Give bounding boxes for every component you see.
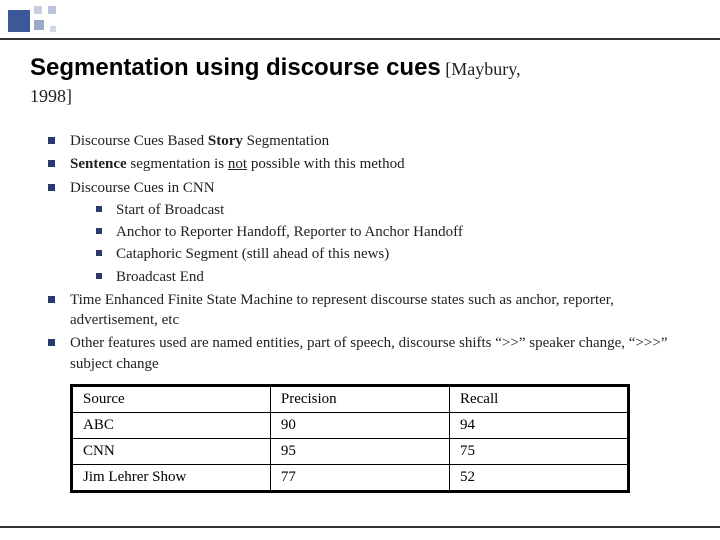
bottom-rule <box>0 526 720 528</box>
results-table: Source Precision Recall ABC 90 94 CNN 95… <box>70 384 630 493</box>
bullet-bold: Story <box>208 133 243 149</box>
bullet-text: Discourse Cues in CNN <box>70 180 215 196</box>
bullet-text: possible with this method <box>247 156 405 172</box>
table-header: Source <box>72 385 271 412</box>
bullet-text: Start of Broadcast <box>116 202 224 218</box>
bullet-item: Discourse Cues Based Story Segmentation <box>48 131 690 151</box>
bullet-text: Segmentation <box>243 133 329 149</box>
sub-bullet-list: Start of Broadcast Anchor to Reporter Ha… <box>96 200 690 287</box>
bullet-item: Sentence segmentation is not possible wi… <box>48 154 690 174</box>
table-cell: 52 <box>449 464 628 491</box>
table-cell: Jim Lehrer Show <box>72 464 271 491</box>
table-header: Recall <box>449 385 628 412</box>
table-cell: 75 <box>449 438 628 464</box>
bullet-text: Anchor to Reporter Handoff, Reporter to … <box>116 224 463 240</box>
table-cell: 90 <box>270 412 449 438</box>
title-main: Segmentation using discourse cues <box>30 54 441 81</box>
title-year: 1998] <box>30 86 690 107</box>
title-citation: [Maybury, <box>441 59 521 79</box>
sub-bullet-item: Broadcast End <box>96 267 690 287</box>
bullet-text: Discourse Cues Based <box>70 133 208 149</box>
slide-content: Segmentation using discourse cues [Maybu… <box>30 54 690 493</box>
bullet-item: Discourse Cues in CNN Start of Broadcast… <box>48 178 690 287</box>
bullet-item: Time Enhanced Finite State Machine to re… <box>48 290 690 331</box>
table-cell: 95 <box>270 438 449 464</box>
table-row: CNN 95 75 <box>72 438 629 464</box>
table-cell: ABC <box>72 412 271 438</box>
bullet-list: Discourse Cues Based Story Segmentation … <box>48 131 690 374</box>
bullet-bold: Sentence <box>70 156 127 172</box>
bullet-text: segmentation is <box>127 156 228 172</box>
table-row: ABC 90 94 <box>72 412 629 438</box>
bullet-underline: not <box>228 156 247 172</box>
bullet-text: Broadcast End <box>116 269 204 285</box>
table-header: Precision <box>270 385 449 412</box>
table-header-row: Source Precision Recall <box>72 385 629 412</box>
sub-bullet-item: Cataphoric Segment (still ahead of this … <box>96 244 690 264</box>
bullet-item: Other features used are named entities, … <box>48 333 690 374</box>
sub-bullet-item: Anchor to Reporter Handoff, Reporter to … <box>96 222 690 242</box>
sub-bullet-item: Start of Broadcast <box>96 200 690 220</box>
bullet-text: Time Enhanced Finite State Machine to re… <box>70 292 614 328</box>
bullet-text: Other features used are named entities, … <box>70 335 667 371</box>
top-rule <box>0 38 720 40</box>
slide-title: Segmentation using discourse cues [Maybu… <box>30 54 690 82</box>
table-cell: 94 <box>449 412 628 438</box>
table-cell: CNN <box>72 438 271 464</box>
table-row: Jim Lehrer Show 77 52 <box>72 464 629 491</box>
table-cell: 77 <box>270 464 449 491</box>
corner-decoration <box>0 0 140 40</box>
bullet-text: Cataphoric Segment (still ahead of this … <box>116 246 389 262</box>
